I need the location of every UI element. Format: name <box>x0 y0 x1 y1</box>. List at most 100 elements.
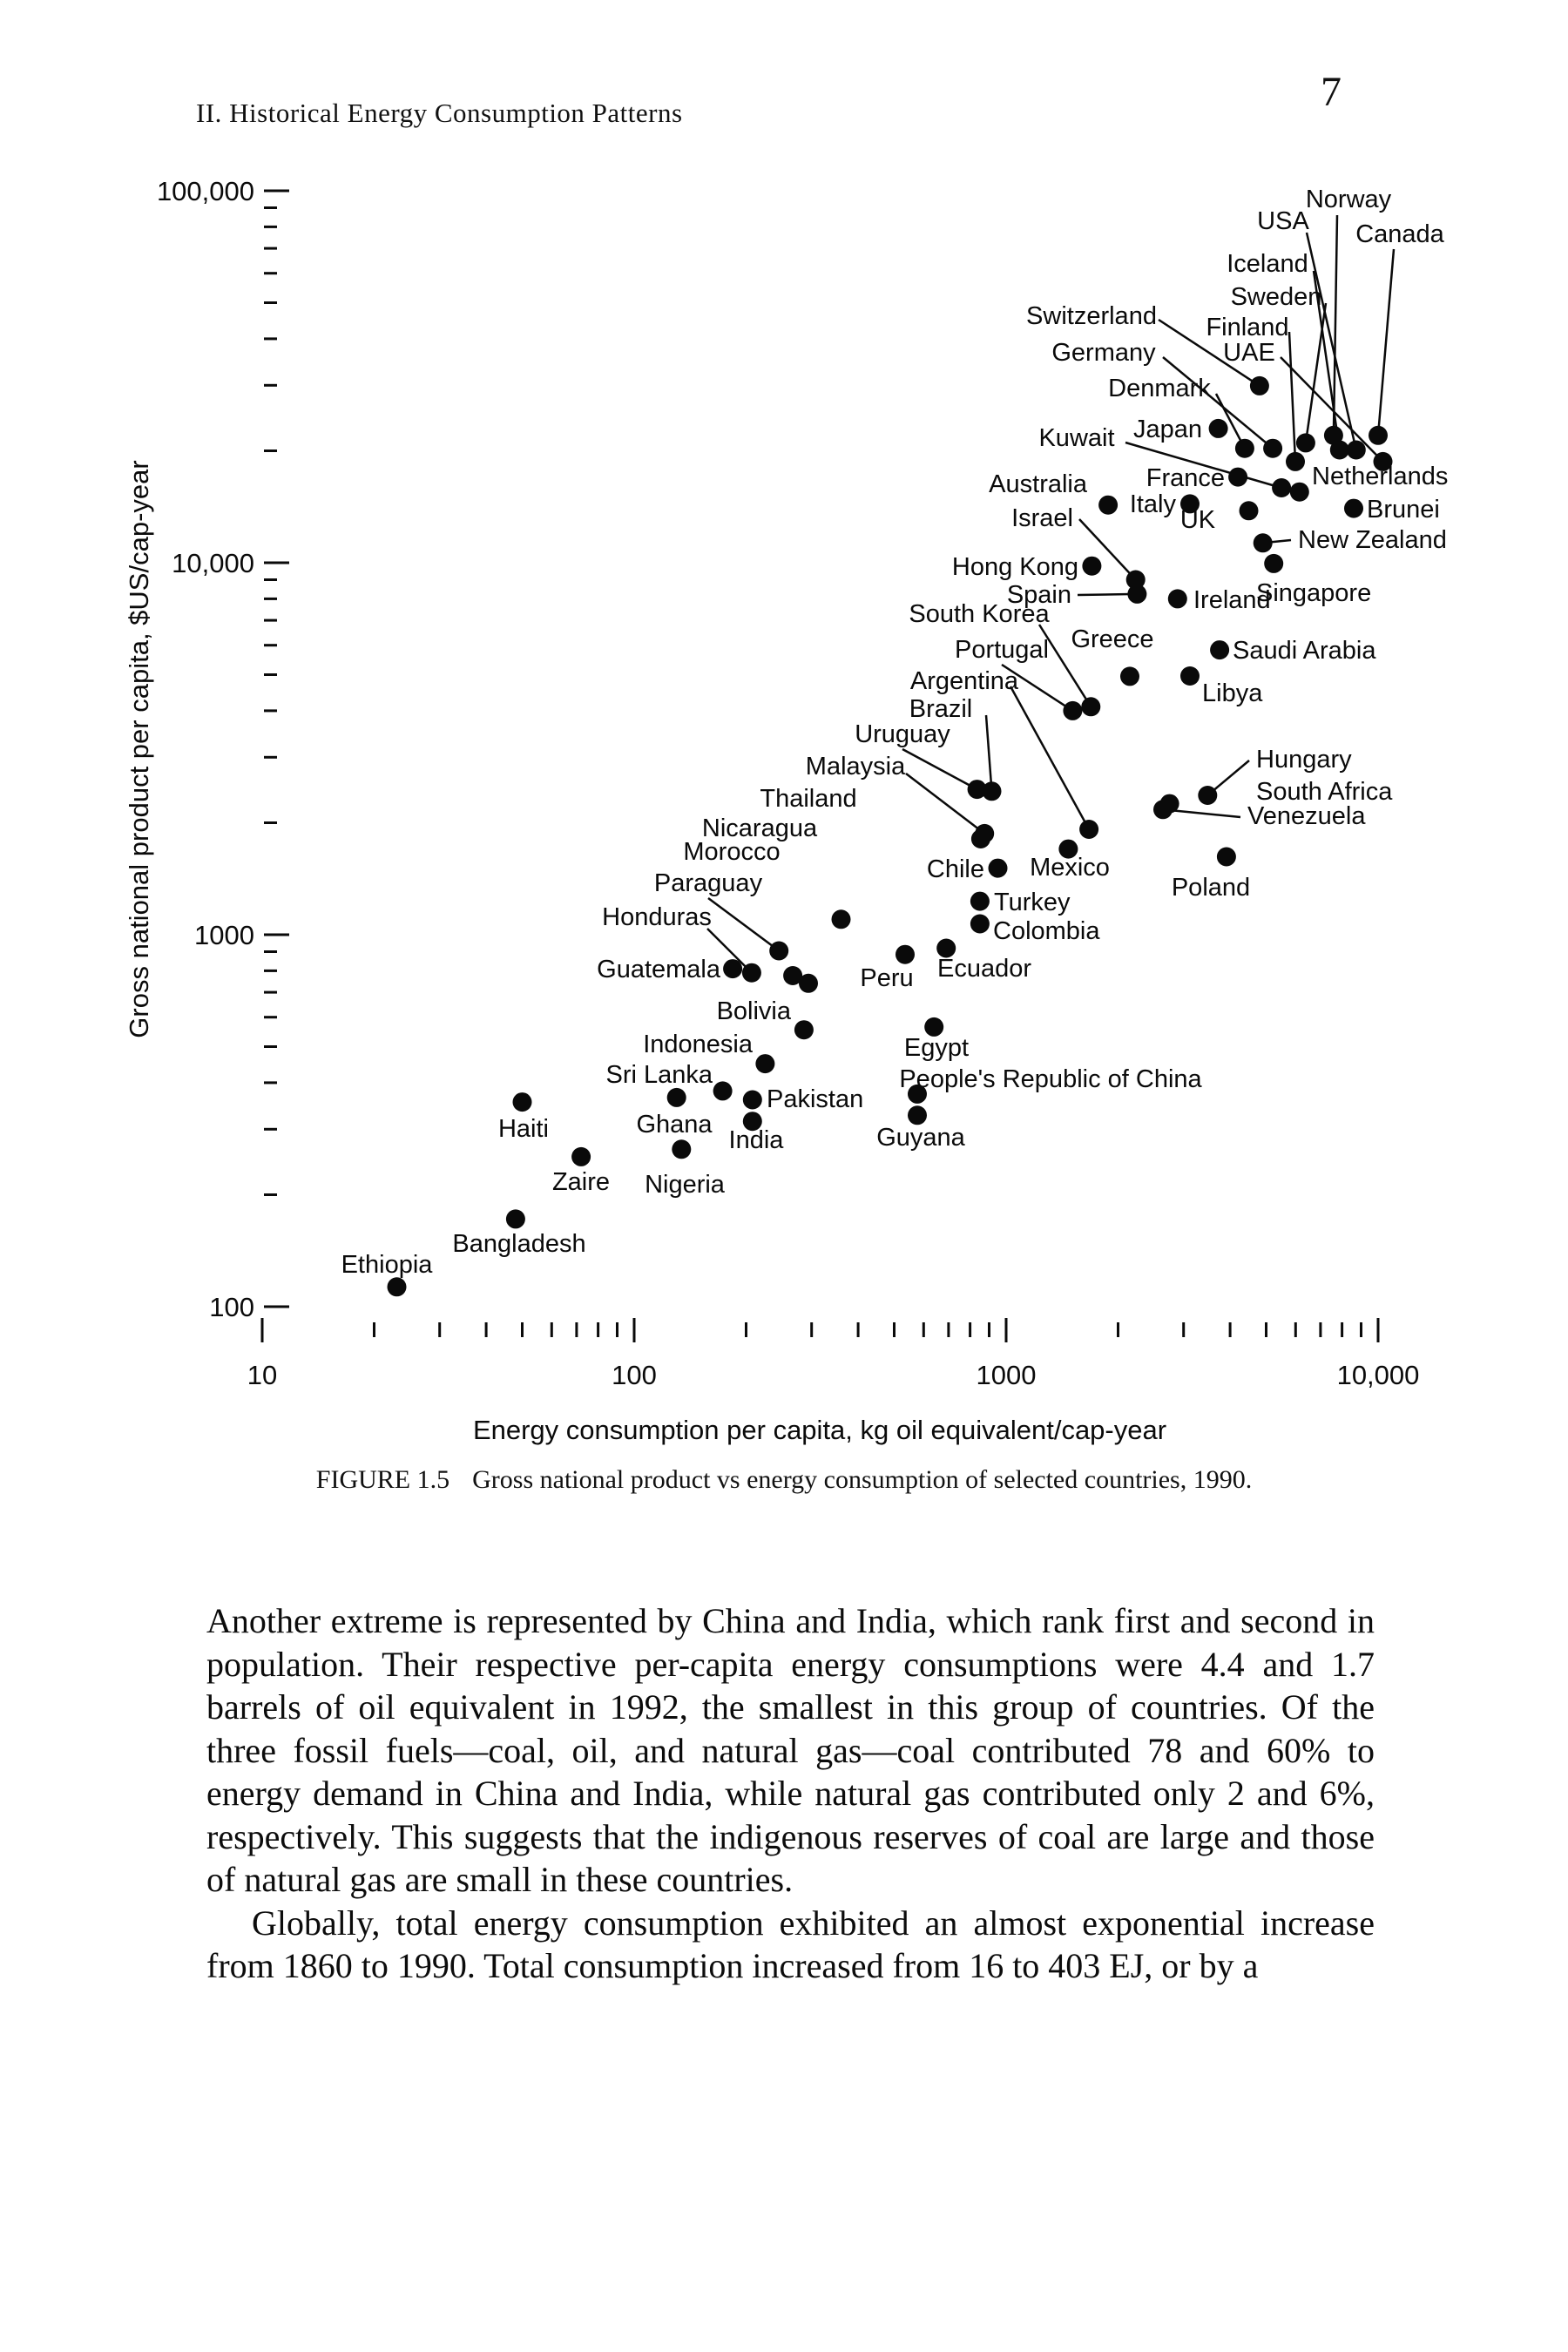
country-label-germany: Germany <box>1051 339 1156 367</box>
body-text: Another extreme is represented by China … <box>206 1599 1375 1988</box>
data-point-australia <box>1098 495 1119 515</box>
country-label-guatemala: Guatemala <box>597 956 721 983</box>
page-number: 7 <box>1321 69 1342 115</box>
country-label-iceland: Iceland <box>1227 250 1308 278</box>
country-label-nigeria: Nigeria <box>645 1171 726 1199</box>
country-label-norway: Norway <box>1306 186 1392 213</box>
country-label-usa: USA <box>1257 207 1309 235</box>
country-label-italy: Italy <box>1130 490 1177 518</box>
country-label-poland: Poland <box>1172 874 1250 902</box>
leader-line-norway <box>1332 214 1339 436</box>
data-point-chile <box>988 858 1008 878</box>
country-label-switzerland: Switzerland <box>1026 302 1157 330</box>
y-tick-label: 1000 <box>194 920 254 950</box>
data-point-iceland <box>1329 440 1349 460</box>
leader-line-uruguay <box>902 747 978 791</box>
country-label-zaire: Zaire <box>552 1168 610 1196</box>
x-tick-label: 10,000 <box>1337 1360 1420 1390</box>
leader-line-israel <box>1078 518 1137 581</box>
data-point-paraguay <box>769 941 789 961</box>
country-label-singapore: Singapore <box>1256 579 1371 607</box>
data-point-portugal <box>1063 700 1083 720</box>
paragraph: Globally, total energy consumption exhib… <box>206 1903 1375 1986</box>
y-tick-label: 100,000 <box>157 176 254 206</box>
leader-line-switzerland <box>1158 318 1260 387</box>
data-point-poland <box>1216 847 1236 867</box>
country-label-south-korea: South Korea <box>909 600 1050 628</box>
data-point-germany <box>1263 438 1283 458</box>
country-label-sri-lanka: Sri Lanka <box>605 1061 713 1089</box>
country-label-france: France <box>1146 464 1225 492</box>
country-label-ethiopia: Ethiopia <box>341 1251 434 1279</box>
country-label-israel: Israel <box>1011 504 1073 532</box>
country-label-bolivia: Bolivia <box>717 997 792 1025</box>
x-tick-label: 100 <box>612 1360 657 1390</box>
country-label-brazil: Brazil <box>909 695 973 723</box>
data-point-honduras <box>741 963 761 983</box>
data-point-finland <box>1286 451 1305 471</box>
country-label-hungary: Hungary <box>1256 746 1352 774</box>
leader-line-denmark <box>1214 393 1247 449</box>
data-point-israel <box>1125 570 1146 590</box>
data-point-ireland <box>1167 589 1187 609</box>
data-point-bangladesh <box>505 1209 525 1229</box>
data-point-kuwait <box>1272 478 1292 497</box>
data-point-libya <box>1180 666 1200 686</box>
leader-line-usa <box>1305 232 1358 450</box>
country-label-guyana: Guyana <box>876 1124 965 1152</box>
country-label-kuwait: Kuwait <box>1038 424 1114 452</box>
data-point-singapore <box>1264 553 1284 573</box>
country-label-uruguay: Uruguay <box>855 720 950 748</box>
data-point-colombia <box>970 914 990 934</box>
figure-caption-tag: FIGURE 1.5 <box>315 1465 450 1494</box>
country-label-netherlands: Netherlands <box>1312 463 1448 490</box>
data-point-usa <box>1346 440 1366 460</box>
country-label-turkey: Turkey <box>994 889 1071 916</box>
country-label-new-zealand: New Zealand <box>1298 526 1447 554</box>
leader-line-spain <box>1077 592 1138 597</box>
data-point-norway <box>1323 425 1343 445</box>
data-point-france <box>1228 467 1248 487</box>
data-point-pakistan <box>742 1090 762 1110</box>
data-point-peru <box>896 944 915 964</box>
leader-line-argentina <box>1009 686 1091 830</box>
country-label-argentina: Argentina <box>910 667 1019 695</box>
country-label-india: India <box>729 1126 785 1154</box>
leader-line-canada <box>1376 248 1396 436</box>
country-label-venezuela: Venezuela <box>1247 802 1366 830</box>
data-point-brazil <box>982 781 1002 801</box>
country-label-japan: Japan <box>1133 416 1202 443</box>
country-label-spain: Spain <box>1007 581 1071 609</box>
country-label-ireland: Ireland <box>1193 586 1271 614</box>
y-tick-label: 10,000 <box>172 548 254 578</box>
data-point-saudi-arabia <box>1210 640 1230 660</box>
data-point-thailand <box>970 829 990 848</box>
data-point-guatemala <box>723 959 743 979</box>
data-point-new-zealand <box>1253 533 1273 553</box>
country-label-bangladesh: Bangladesh <box>452 1230 585 1258</box>
country-label-pakistan: Pakistan <box>767 1085 863 1113</box>
x-tick-label: 1000 <box>977 1360 1037 1390</box>
data-point-indonesia <box>755 1054 775 1074</box>
data-point-ethiopia <box>387 1277 407 1297</box>
country-label-south-africa: South Africa <box>1256 778 1393 806</box>
leader-line-brazil <box>984 714 993 792</box>
data-point <box>799 973 818 993</box>
data-point-ghana <box>666 1087 686 1107</box>
data-point-ecuador <box>936 938 956 958</box>
country-label-chile: Chile <box>927 855 984 883</box>
data-point-nicaragua <box>831 909 851 929</box>
country-label-paraguay: Paraguay <box>654 869 763 897</box>
data-point-bolivia <box>794 1020 814 1040</box>
country-label-uk: UK <box>1180 506 1216 534</box>
country-label-colombia: Colombia <box>993 917 1100 945</box>
data-point-japan <box>1208 418 1228 438</box>
leader-line-germany <box>1162 356 1274 449</box>
country-label-denmark: Denmark <box>1108 375 1211 402</box>
data-point-people-s-republic-of-china <box>908 1084 927 1104</box>
country-label-egypt: Egypt <box>904 1034 969 1062</box>
figure-caption-text: Gross national product vs energy consump… <box>472 1465 1253 1494</box>
x-axis-title: Energy consumption per capita, kg oil eq… <box>473 1415 1166 1445</box>
figure-caption: FIGURE 1.5 Gross national product vs ener… <box>200 1465 1368 1495</box>
